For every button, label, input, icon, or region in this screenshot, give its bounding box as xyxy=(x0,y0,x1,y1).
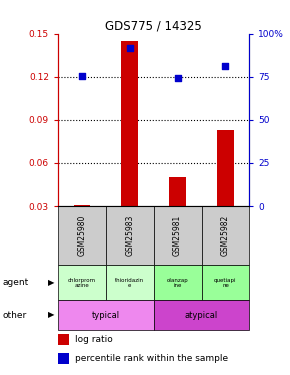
Text: thioridazin
e: thioridazin e xyxy=(115,278,144,288)
FancyBboxPatch shape xyxy=(154,265,202,300)
Text: other: other xyxy=(3,310,27,320)
Text: percentile rank within the sample: percentile rank within the sample xyxy=(75,354,228,363)
Text: GSM25982: GSM25982 xyxy=(221,215,230,256)
Text: olanzap
ine: olanzap ine xyxy=(167,278,189,288)
FancyBboxPatch shape xyxy=(58,265,106,300)
FancyBboxPatch shape xyxy=(106,206,154,265)
Bar xyxy=(74,205,90,206)
Point xyxy=(175,75,180,81)
Bar xyxy=(122,41,138,206)
FancyBboxPatch shape xyxy=(202,206,249,265)
Title: GDS775 / 14325: GDS775 / 14325 xyxy=(105,20,202,33)
FancyBboxPatch shape xyxy=(58,300,154,330)
FancyBboxPatch shape xyxy=(58,206,106,265)
Point xyxy=(223,63,228,69)
Bar xyxy=(58,334,70,345)
Text: quetiapi
ne: quetiapi ne xyxy=(214,278,237,288)
Text: GSM25980: GSM25980 xyxy=(77,215,86,256)
Bar xyxy=(58,353,70,364)
Text: GSM25981: GSM25981 xyxy=(173,215,182,256)
Bar xyxy=(217,130,234,206)
FancyBboxPatch shape xyxy=(154,206,202,265)
Text: chlorprom
azine: chlorprom azine xyxy=(68,278,96,288)
Text: ▶: ▶ xyxy=(48,310,54,320)
FancyBboxPatch shape xyxy=(106,265,154,300)
Text: ▶: ▶ xyxy=(48,278,54,287)
Text: typical: typical xyxy=(92,310,120,320)
Point xyxy=(127,45,132,51)
Text: log ratio: log ratio xyxy=(75,335,113,344)
Text: GSM25983: GSM25983 xyxy=(125,215,134,256)
FancyBboxPatch shape xyxy=(154,300,249,330)
Point xyxy=(79,73,84,79)
Text: atypical: atypical xyxy=(185,310,218,320)
Text: agent: agent xyxy=(3,278,29,287)
Bar xyxy=(169,177,186,206)
FancyBboxPatch shape xyxy=(202,265,249,300)
